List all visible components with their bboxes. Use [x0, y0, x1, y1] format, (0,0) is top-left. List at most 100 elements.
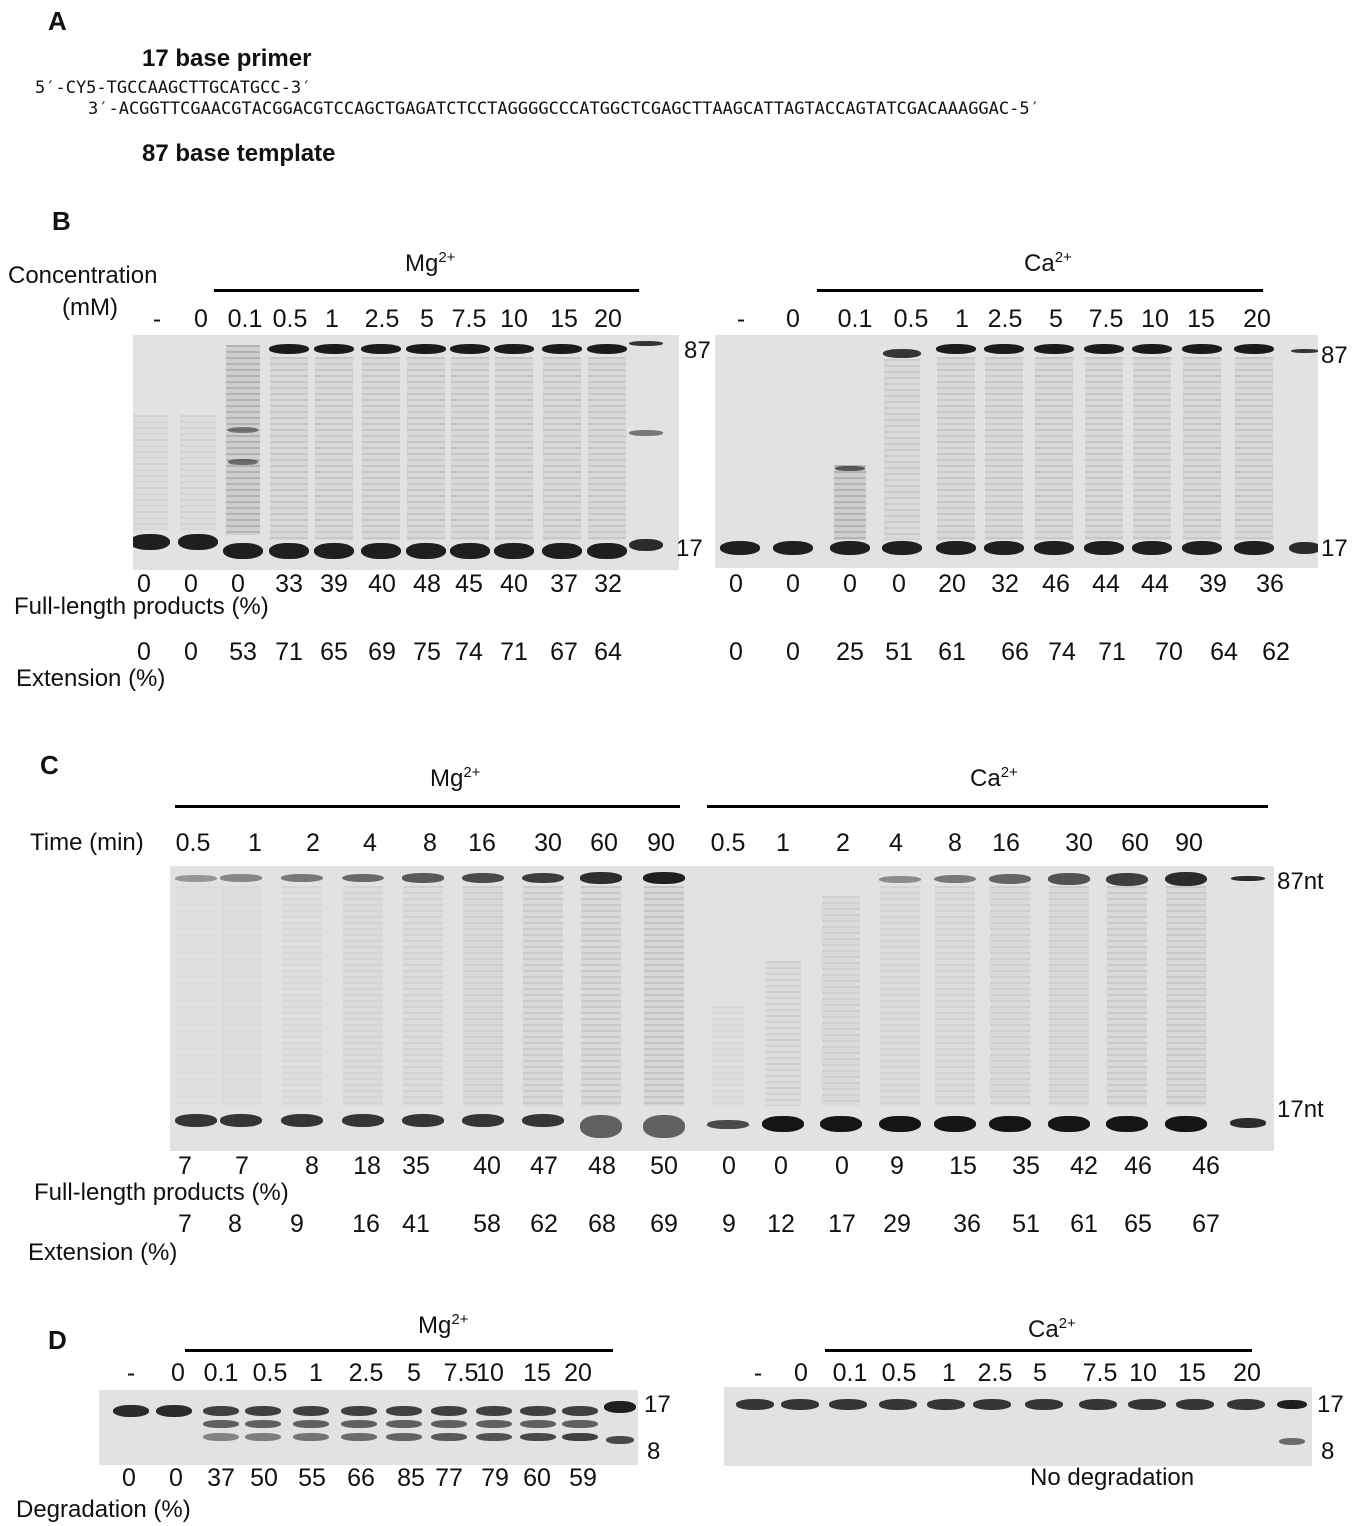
panel-d-ca-lane-label: 0.5 [881, 1359, 917, 1387]
primer-band [882, 541, 922, 555]
panel-d-ca-lane-label: 1 [942, 1359, 956, 1387]
panel-b-ca-lane-label: 20 [1243, 305, 1271, 333]
panel-b-mg-full-length-value: 40 [368, 570, 396, 598]
primer-band [1034, 541, 1074, 555]
gel-smear [362, 357, 400, 540]
full-length-band [542, 344, 582, 354]
panel-b-ca-extension-value: 74 [1048, 638, 1076, 666]
gel-smear [712, 1006, 744, 1106]
panel-d-mg-marker-17: 17 [644, 1391, 671, 1418]
gel-smear [523, 886, 563, 1106]
panel-c-mg-time-label: 1 [248, 829, 262, 857]
primer-band [175, 1113, 217, 1127]
primer-band [1165, 1116, 1207, 1132]
gel-smear [315, 357, 353, 540]
panel-b-mg-extension-value: 75 [413, 638, 441, 666]
full-length-band [936, 344, 976, 354]
primer-band [269, 543, 309, 559]
panel-d-ca-no-degradation: No degradation [1030, 1464, 1195, 1491]
panel-b-mg-extension-value: 74 [455, 638, 483, 666]
panel-c-mg-bracket [175, 805, 680, 808]
panel-b-ca-marker-87: 87 [1321, 342, 1348, 369]
marker-band [1291, 349, 1318, 353]
substrate-band [879, 1398, 917, 1410]
panel-b-mg-marker-17: 17 [676, 535, 703, 562]
panel-c-ca-extension-value: 65 [1124, 1210, 1152, 1238]
panel-c-ca-bracket [707, 805, 1268, 808]
template-title: 87 base template [142, 140, 336, 167]
panel-c-ca-time-label: 1 [776, 829, 790, 857]
full-length-band [580, 872, 622, 884]
panel-d-mg-lane-label: 15 [523, 1359, 551, 1387]
panel-b-ca-gel [715, 335, 1318, 568]
panel-b-ca-extension-value: 0 [786, 638, 800, 666]
full-length-band [281, 873, 323, 883]
full-length-band [522, 872, 564, 884]
primer-band [133, 534, 170, 550]
panel-d-label: D [48, 1325, 67, 1355]
full-length-band [587, 344, 627, 354]
panel-b-ca-extension-value: 61 [938, 638, 966, 666]
substrate-band [1227, 1398, 1265, 1410]
full-length-band [989, 874, 1031, 884]
panel-c-ca-extension-value: 67 [1192, 1210, 1220, 1238]
gel-smear [822, 896, 860, 1106]
panel-b-mg-bracket [214, 289, 639, 292]
panel-c-ca-full-length-value: 46 [1192, 1152, 1220, 1180]
panel-d-ca-lane-label: - [753, 1359, 763, 1387]
substrate-band [1025, 1398, 1063, 1410]
primer-sequence: 5′-CY5-TGCCAAGCTTGCATGCC-3′ [35, 78, 312, 98]
gel-smear [543, 357, 581, 540]
panel-d-ca-lane-label: 0.1 [832, 1359, 868, 1387]
panel-b-mg-extension-value: 71 [500, 638, 528, 666]
panel-c-ca-extension-value: 61 [1070, 1210, 1098, 1238]
substrate-band [1079, 1398, 1117, 1410]
intermediate-band [476, 1420, 512, 1428]
full-length-band [1048, 873, 1090, 885]
gel-band [835, 465, 865, 471]
panel-d-ca-lane-label: 10 [1129, 1359, 1157, 1387]
marker-band [629, 539, 663, 551]
full-length-band [342, 873, 384, 883]
primer-band [830, 541, 870, 555]
panel-b-ca-lane-label: 5 [1049, 305, 1063, 333]
panel-c-ca-time-label: 2 [836, 829, 850, 857]
panel-d-ca-marker-17: 17 [1317, 1391, 1344, 1418]
gel-band [228, 427, 258, 433]
full-length-band [984, 344, 1024, 354]
primer-band [1084, 541, 1124, 555]
intermediate-band [562, 1420, 598, 1428]
panel-c-ca-extension-value: 36 [953, 1210, 981, 1238]
full-length-band [402, 873, 444, 883]
panel-d-ca-gel [724, 1387, 1312, 1466]
gel-smear [1235, 357, 1273, 540]
concentration-unit-label: (mM) [62, 294, 118, 321]
panel-c-ca-extension-value: 9 [722, 1210, 736, 1238]
primer-band [406, 543, 446, 559]
substrate-band [203, 1406, 239, 1416]
full-length-band [643, 872, 685, 884]
gel-smear [581, 886, 621, 1106]
full-length-band [361, 344, 401, 354]
gel-smear [133, 415, 168, 530]
panel-b-ca-extension-value: 0 [729, 638, 743, 666]
panel-b-mg-full-length-value: 40 [500, 570, 528, 598]
panel-c-ca-full-length-value: 35 [1012, 1152, 1040, 1180]
substrate-band [293, 1406, 329, 1416]
product-band [245, 1433, 281, 1441]
panel-c-marker-17nt: 17nt [1277, 1096, 1324, 1123]
panel-b-ca-full-length-value: 0 [729, 570, 743, 598]
marker-band [1277, 1399, 1307, 1409]
panel-d-ca-lane-label: 7.5 [1082, 1359, 1118, 1387]
primer-band [1182, 541, 1222, 555]
panel-c-mg-full-length-value: 7 [235, 1152, 249, 1180]
panel-d-mg-degradation-value: 77 [435, 1464, 463, 1492]
panel-d-ca-lane-label: 0 [794, 1359, 808, 1387]
panel-b-ca-extension-value: 62 [1262, 638, 1290, 666]
panel-d-mg-lane-label: 0.5 [252, 1359, 288, 1387]
full-length-band [406, 344, 446, 354]
intermediate-band [203, 1420, 239, 1428]
panel-c-marker-87nt: 87nt [1277, 868, 1324, 895]
gel-smear [451, 357, 489, 540]
panel-b-mg-full-length-value: 32 [594, 570, 622, 598]
